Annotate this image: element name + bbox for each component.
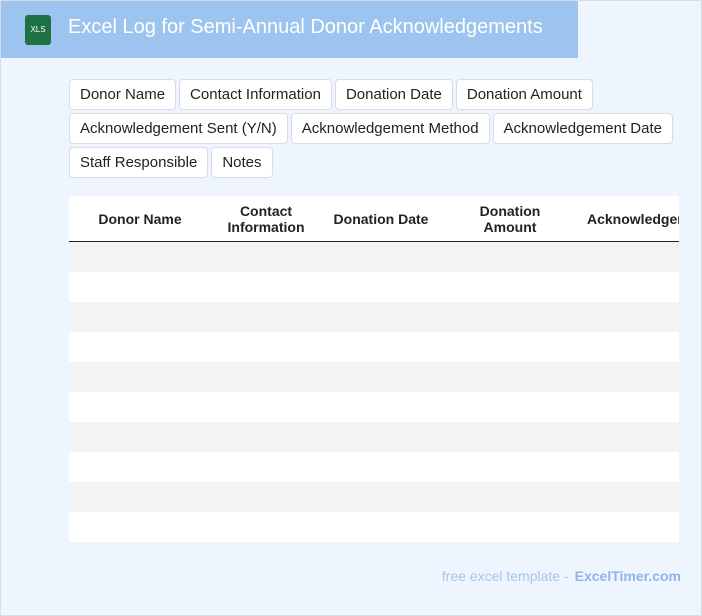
table: Donor Name Contact Information Donation Da… [69, 196, 679, 542]
file-icon: XLS [25, 15, 51, 45]
tag[interactable]: Acknowledgement Date [492, 113, 673, 144]
column-header-text: Donation Date [333, 210, 429, 227]
table-row [69, 512, 679, 542]
table-body [69, 242, 679, 542]
table-row [69, 332, 679, 362]
table-row [69, 302, 679, 332]
column-header: Acknowledgement Sent (Y/N) [579, 196, 679, 241]
tag[interactable]: Acknowledgement Sent (Y/N) [69, 113, 288, 144]
column-header-text: Contact Information [227, 202, 305, 235]
table-row [69, 482, 679, 512]
tag[interactable]: Donor Name [69, 79, 177, 110]
tag[interactable]: Donation Amount [455, 79, 593, 110]
footer: free excel template - ExcelTimer.com [442, 568, 681, 584]
table-row [69, 452, 679, 482]
tag[interactable]: Contact Information [179, 79, 332, 110]
table-header: Donor Name Contact Information Donation Da… [69, 196, 679, 242]
table-row [69, 242, 679, 272]
column-header-text: Acknowledgement Sent (Y/N) [587, 210, 679, 227]
column-header: Donor Name [69, 196, 211, 241]
tag[interactable]: Notes [211, 147, 273, 178]
table-row [69, 422, 679, 452]
tag[interactable]: Staff Responsible [69, 147, 209, 178]
column-header: Donation Amount [441, 196, 579, 241]
tag[interactable]: Acknowledgement Method [290, 113, 490, 144]
column-header: Donation Date [321, 196, 441, 241]
page-title: Excel Log for Semi-Annual Donor Acknowle… [68, 16, 543, 38]
column-header: Contact Information [211, 196, 321, 241]
table-row [69, 362, 679, 392]
footer-brand[interactable]: ExcelTimer.com [574, 568, 681, 584]
header-bar: XLS Excel Log for Semi-Annual Donor Ackn… [1, 1, 578, 58]
footer-text: free excel template - [441, 568, 569, 584]
table-row [69, 392, 679, 422]
tag[interactable]: Donation Date [334, 79, 453, 110]
column-header-text: Donor Name [98, 210, 182, 227]
table-row [69, 272, 679, 302]
column-header-text: Donation Amount [479, 202, 541, 235]
tag-list: Donor Name Contact Information Donation Da… [69, 79, 689, 178]
